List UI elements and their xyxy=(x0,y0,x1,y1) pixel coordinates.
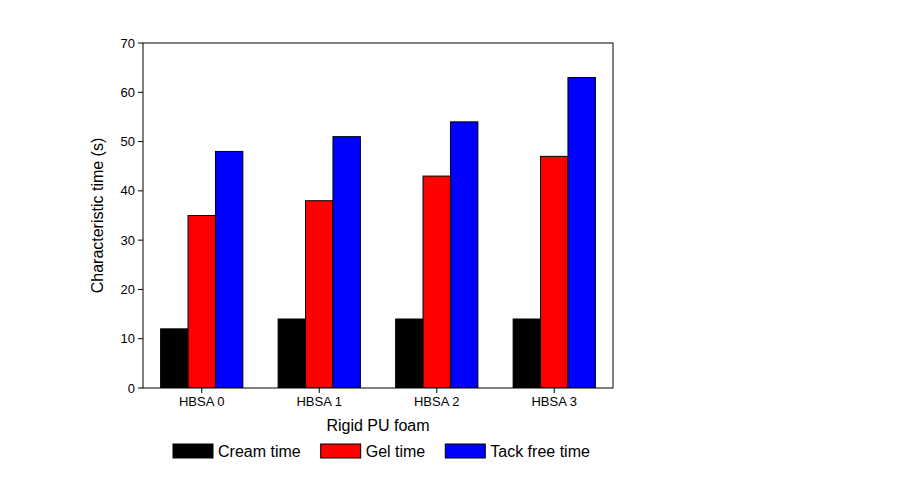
y-tick-label: 40 xyxy=(121,183,135,198)
bars xyxy=(161,78,596,389)
legend-label: Gel time xyxy=(366,443,426,460)
y-tick xyxy=(138,92,143,93)
x-tick xyxy=(554,388,555,393)
x-tick-label: HBSA 1 xyxy=(296,394,342,409)
y-tick-label: 10 xyxy=(121,331,135,346)
y-tick-label: 60 xyxy=(121,85,135,100)
bar xyxy=(161,329,188,388)
x-tick xyxy=(319,388,320,393)
y-tick-label: 20 xyxy=(121,282,135,297)
bar xyxy=(513,319,540,388)
legend-label: Cream time xyxy=(218,443,301,460)
y-tick-label: 30 xyxy=(121,233,135,248)
legend-label: Tack free time xyxy=(490,443,590,460)
legend-swatch xyxy=(445,444,485,458)
chart: 0 10 20 30 40 50 60 70 HBSA 0 HBSA 1 HBSA 2 HBSA 3 R… xyxy=(0,0,898,477)
y-axis-label: Characteristic time (s) xyxy=(89,138,106,294)
bar xyxy=(541,156,568,388)
y-tick xyxy=(138,141,143,142)
y-tick xyxy=(138,338,143,339)
x-axis-label: Rigid PU foam xyxy=(326,417,429,434)
y-tick xyxy=(138,43,143,44)
y-tick-label: 50 xyxy=(121,134,135,149)
bar xyxy=(215,151,242,388)
bar xyxy=(306,201,333,388)
bar xyxy=(333,137,360,388)
y-tick xyxy=(138,190,143,191)
x-tick xyxy=(436,388,437,393)
y-tick xyxy=(138,240,143,241)
bar xyxy=(188,216,215,389)
bar xyxy=(450,122,477,388)
x-tick-label: HBSA 2 xyxy=(414,394,460,409)
x-tick xyxy=(201,388,202,393)
y-tick-label: 70 xyxy=(121,36,135,51)
y-tick-label: 0 xyxy=(128,381,135,396)
legend-swatch xyxy=(321,444,361,458)
bar xyxy=(396,319,423,388)
plot-frame xyxy=(143,43,613,388)
bar xyxy=(568,78,595,389)
x-tick-label: HBSA 0 xyxy=(179,394,225,409)
x-tick-label: HBSA 3 xyxy=(531,394,577,409)
bar xyxy=(278,319,305,388)
y-tick xyxy=(138,289,143,290)
bar xyxy=(423,176,450,388)
y-tick xyxy=(138,388,143,389)
legend-swatch xyxy=(173,444,213,458)
legend: Cream time Gel time Tack free time xyxy=(173,443,590,460)
